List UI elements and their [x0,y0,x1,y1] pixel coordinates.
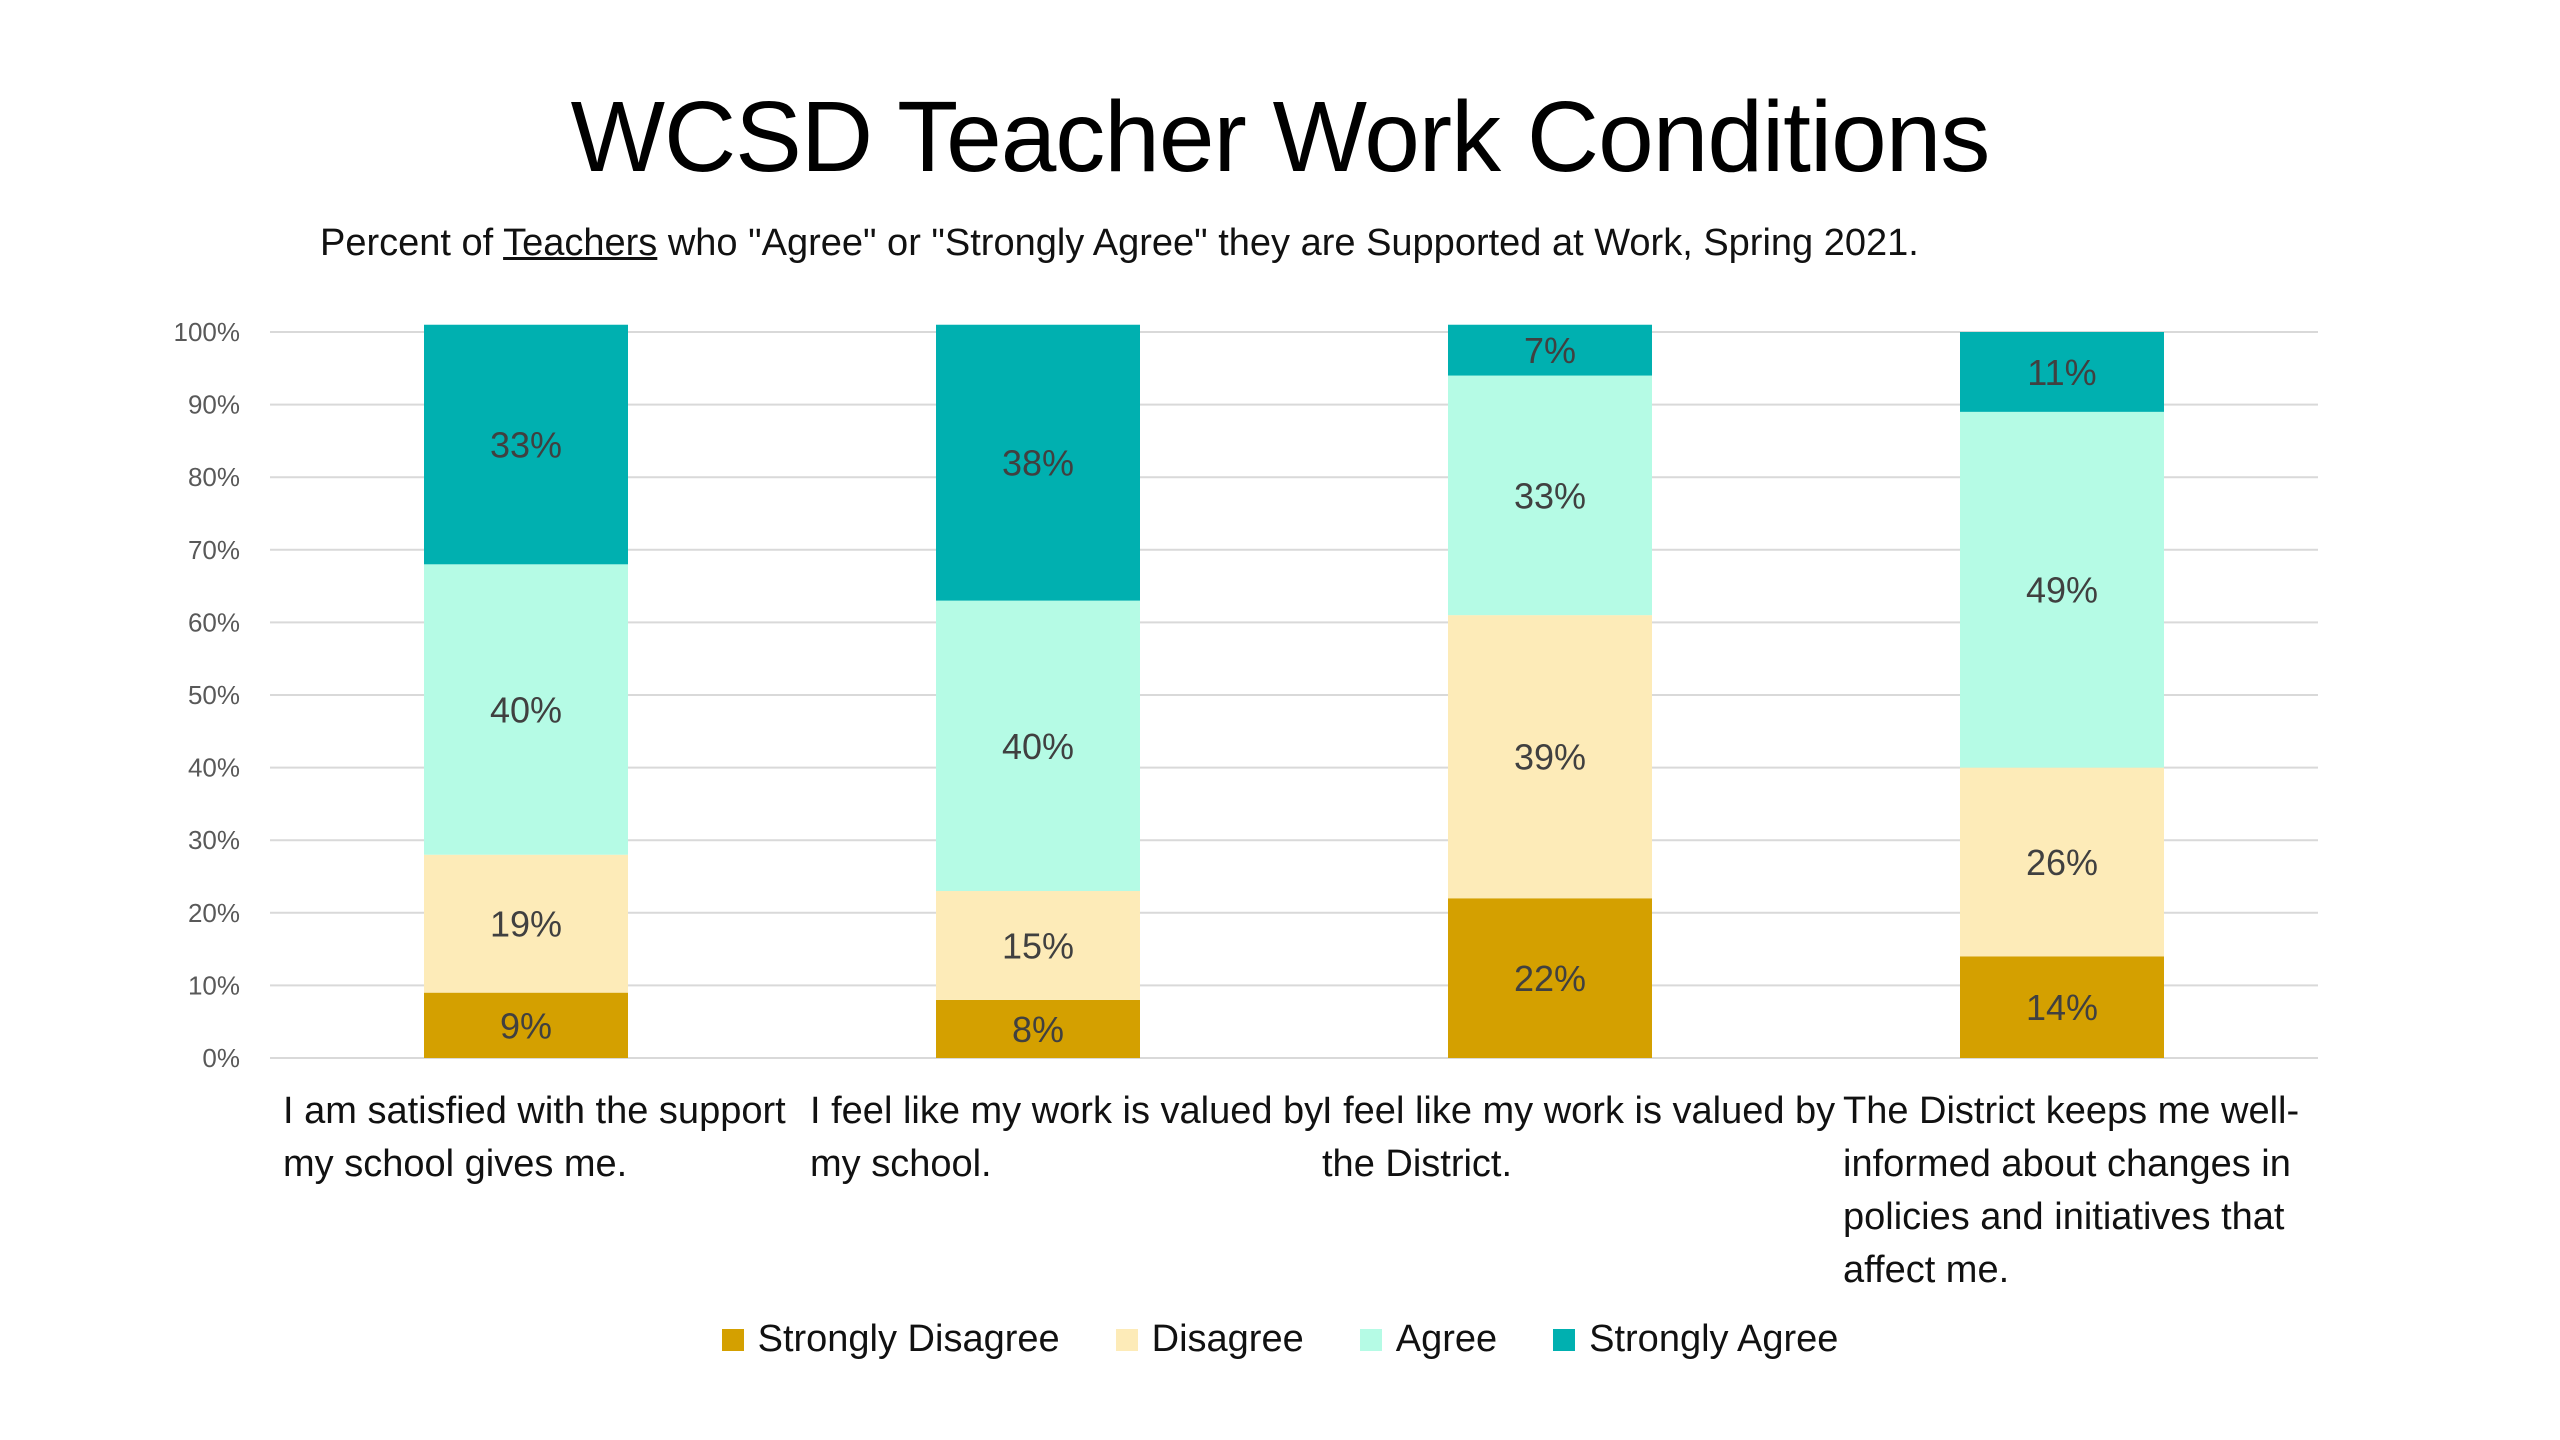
bar-segment [936,600,1140,892]
x-category-label: The District keeps me well-informed abou… [1843,1090,2300,1291]
data-label: 26% [2026,842,2098,883]
subtitle-prefix: Percent of [320,222,504,264]
bar-segment [1960,956,2164,1058]
data-label: 19% [490,904,562,945]
y-tick-label: 60% [188,607,240,637]
bar-segment [424,992,628,1058]
legend-label: Disagree [1151,1318,1304,1360]
y-tick-label: 70% [188,535,240,565]
x-category-label: I feel like my work is valued by my scho… [810,1090,1324,1185]
data-label: 40% [490,690,562,731]
legend-swatch [1553,1328,1576,1351]
y-axis-tick-labels: 0% 10% 20% 30% 40% 50% 60% 70% 80% 90% 100% [174,317,241,1073]
legend-item: Disagree [1115,1318,1304,1361]
data-label: 8% [1012,1009,1064,1050]
data-label: 49% [2026,570,2098,611]
y-tick-label: 90% [188,390,240,420]
x-category-label: I feel like my work is valued by the Dis… [1322,1090,1836,1185]
data-label: 33% [490,425,562,466]
chart-subtitle: Percent of Teachers who "Agree" or "Stro… [320,222,1919,265]
subtitle-suffix: who "Agree" or "Strongly Agree" they are… [657,222,1919,264]
legend: Strongly Disagree Disagree Agree Strongly A… [0,1318,2560,1361]
bar-segment [1960,767,2164,957]
data-label: 11% [2027,352,2096,393]
bar-segment [1448,615,1652,899]
bar-segment [424,564,628,855]
bar-segment [936,324,1140,601]
y-tick-label: 10% [188,970,240,1000]
bar-segment [1960,332,2164,412]
data-label: 38% [1002,443,1074,484]
legend-label: Strongly Agree [1589,1318,1839,1360]
legend-item: Strongly Agree [1553,1318,1838,1361]
legend-label: Agree [1395,1318,1498,1360]
bar-segment [424,324,628,565]
y-tick-label: 0% [202,1043,240,1073]
legend-swatch [1115,1328,1138,1351]
bar-segment [1448,324,1652,376]
bars [424,324,2164,1058]
y-tick-label: 50% [188,680,240,710]
legend-item: Strongly Disagree [721,1318,1060,1361]
data-label: 39% [1514,737,1586,778]
data-label: 9% [500,1005,552,1046]
data-label: 7% [1524,330,1576,371]
bar-segment [1448,375,1652,616]
y-tick-label: 30% [188,825,240,855]
legend-swatch [721,1328,744,1351]
bar-segment [936,999,1140,1058]
data-label: 14% [2026,987,2098,1028]
legend-item: Agree [1359,1318,1498,1361]
x-category-label: I am satisfied with the support my schoo… [283,1090,786,1185]
legend-label: Strongly Disagree [757,1318,1060,1360]
y-tick-label: 80% [188,462,240,492]
bar-segment [1960,411,2164,768]
bar-segment [1448,898,1652,1058]
bar-segment [424,854,628,993]
data-label: 40% [1002,726,1074,767]
legend-swatch [1359,1328,1382,1351]
subtitle-underlined-word: Teachers [503,222,658,264]
data-label: 15% [1002,925,1074,966]
bar-segment [936,891,1140,1000]
y-tick-label: 100% [174,317,241,347]
data-labels: 9% 19% 40% 33% 8% 15% 40% 38% 22% 39% 33% 7% 14% 26% 4… [490,330,2098,1050]
y-tick-label: 20% [188,898,240,928]
data-label: 22% [1514,958,1586,999]
data-label: 33% [1514,475,1586,516]
y-tick-label: 40% [188,753,240,783]
chart-title: WCSD Teacher Work Conditions [570,81,1991,193]
